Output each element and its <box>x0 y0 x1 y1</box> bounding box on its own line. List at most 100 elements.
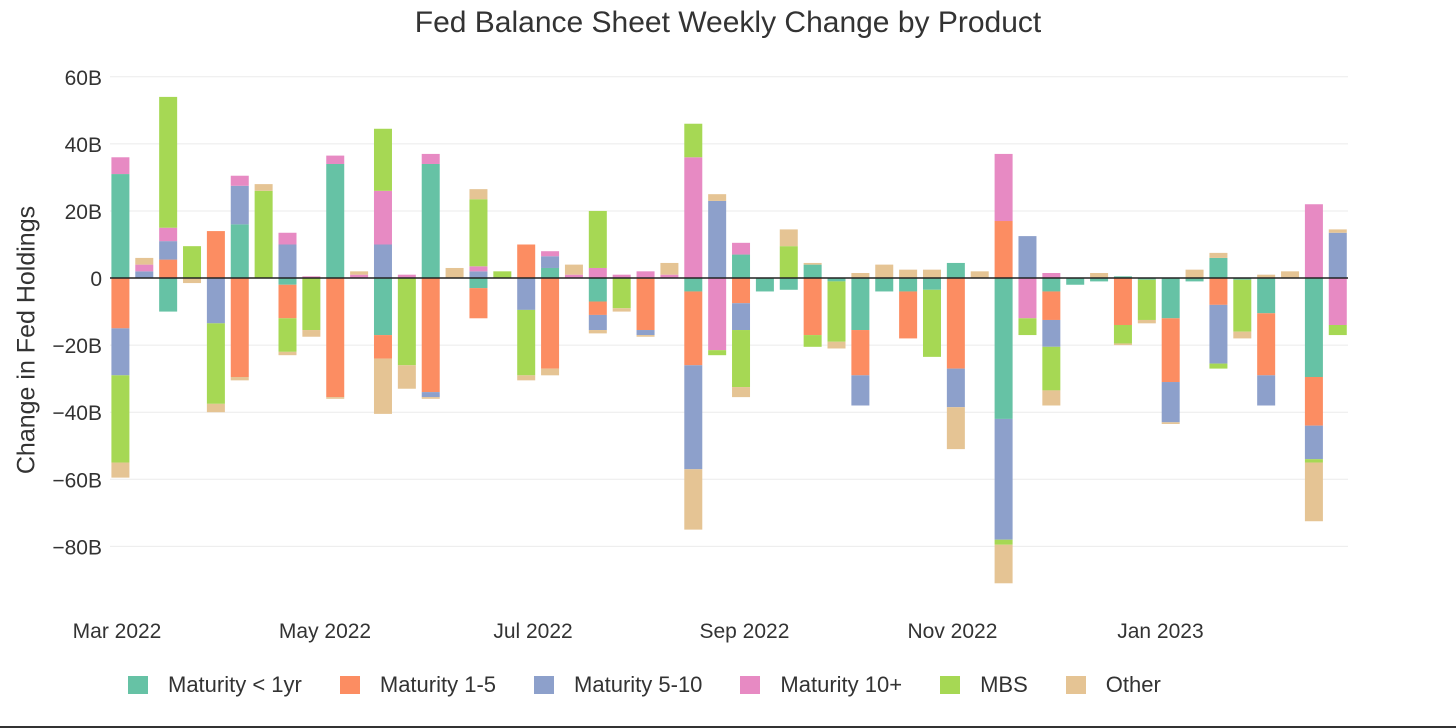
bar-segment-maturity-5-10 <box>135 271 154 279</box>
bar-segment-maturity-1yr <box>1185 278 1204 282</box>
bar-segment-maturity-1-5 <box>994 221 1013 279</box>
bar-segment-maturity-1yr <box>1161 278 1180 319</box>
bar-segment-maturity-5-10 <box>230 185 249 225</box>
bar-segment-other <box>278 351 297 356</box>
bar-segment-maturity-1yr <box>1066 278 1085 285</box>
bar-segment-maturity-10- <box>708 278 727 351</box>
bar-segment-other <box>1161 422 1180 424</box>
bar-segment-maturity-10- <box>350 274 369 279</box>
bar-segment-maturity-1yr <box>994 278 1013 419</box>
bar-segment-other <box>135 257 154 265</box>
bar-segment-maturity-1yr <box>755 278 774 292</box>
bar-segment-other <box>206 403 225 413</box>
bar-segment-mbs <box>1137 279 1156 320</box>
bar-segment-maturity-10- <box>732 242 751 255</box>
bar-segment-other <box>1090 273 1109 279</box>
bar-segment-mbs <box>1328 325 1347 336</box>
bar-segment-other <box>445 267 464 279</box>
legend-label: Maturity 10+ <box>780 672 903 697</box>
bar-segment-maturity-1-5 <box>541 278 560 369</box>
bar-segment-mbs <box>588 210 607 268</box>
y-tick-label: −60B <box>52 469 102 492</box>
bar-segment-maturity-1yr <box>946 262 965 279</box>
bar-segment-maturity-1yr <box>159 278 178 312</box>
bar-segment-mbs <box>111 375 130 463</box>
bar-segment-other <box>779 229 798 247</box>
legend-item[interactable]: Maturity 5-10 <box>534 672 702 698</box>
bar-segment-maturity-1yr <box>1257 278 1276 314</box>
bar-segment-maturity-5-10 <box>1304 425 1323 460</box>
bar-segment-other <box>373 358 392 414</box>
bar-segment-maturity-5-10 <box>373 244 392 279</box>
bar-segment-maturity-1-5 <box>732 278 751 304</box>
bar-segment-maturity-10- <box>111 157 130 175</box>
bar-segment-other <box>517 375 536 381</box>
bar-segment-maturity-10- <box>994 153 1013 222</box>
bar-segment-mbs <box>254 190 273 279</box>
bar-segment-other <box>564 264 583 275</box>
bar-segment-maturity-5-10 <box>469 271 488 279</box>
bar-segment-maturity-5-10 <box>159 241 178 260</box>
legend-label: Maturity 1-5 <box>379 672 497 697</box>
bar-segment-other <box>1209 252 1228 258</box>
x-tick-label: Sep 2022 <box>699 620 789 643</box>
bar-segment-other <box>1304 462 1323 522</box>
bar-segment-maturity-10- <box>1304 204 1323 279</box>
y-tick-label: −80B <box>52 536 102 559</box>
legend-item[interactable]: Maturity < 1yr <box>128 672 302 698</box>
bar-segment-mbs <box>373 128 392 191</box>
bar-segment-maturity-1-5 <box>588 301 607 315</box>
bar-segment-mbs <box>278 318 297 352</box>
bar-segment-other <box>803 262 822 265</box>
y-tick-label: 0 <box>90 268 102 291</box>
bar-segment-maturity-5-10 <box>1209 304 1228 364</box>
y-tick-label: 20B <box>65 201 102 224</box>
bar-segment-maturity-1-5 <box>373 335 392 359</box>
bar-segment-other <box>1185 269 1204 279</box>
bar-segment-maturity-5-10 <box>1161 382 1180 423</box>
bar-segment-maturity-1yr <box>803 264 822 279</box>
bar-segment-mbs <box>493 271 512 279</box>
legend-item[interactable]: MBS <box>940 672 1028 698</box>
bar-segment-maturity-10- <box>588 267 607 279</box>
bar-segment-mbs <box>1113 325 1132 344</box>
bar-segment-other <box>1113 343 1132 346</box>
legend-item[interactable]: Maturity 1-5 <box>339 672 497 698</box>
bar-segment-maturity-1yr <box>111 174 130 279</box>
bar-segment-mbs <box>684 123 703 158</box>
bar-segment-maturity-1yr <box>1137 278 1156 280</box>
bar-segment-other <box>302 330 321 337</box>
bar-segment-mbs <box>779 246 798 279</box>
bar-segment-maturity-5-10 <box>206 278 225 324</box>
bar-segment-mbs <box>994 539 1013 545</box>
bar-segment-maturity-1-5 <box>1209 278 1228 305</box>
bar-segment-maturity-1yr <box>827 278 846 282</box>
bar-segment-maturity-5-10 <box>636 330 655 336</box>
bar-segment-mbs <box>1233 279 1252 332</box>
bar-segment-maturity-1yr <box>469 278 488 289</box>
bar-segment-other <box>326 397 345 399</box>
bar-segment-mbs <box>1304 459 1323 463</box>
x-tick-label: Jan 2023 <box>1117 620 1203 643</box>
chart-title: Fed Balance Sheet Weekly Change by Produ… <box>414 6 1042 39</box>
bar-segment-maturity-1yr <box>541 267 560 279</box>
bar-segment-maturity-1yr <box>588 278 607 302</box>
bar-segment-maturity-10- <box>302 276 321 279</box>
bar-segment-other <box>708 194 727 201</box>
bar-segment-other <box>875 264 894 279</box>
bar-segment-mbs <box>159 96 178 228</box>
bar-segment-maturity-1-5 <box>636 278 655 331</box>
bar-segment-maturity-10- <box>469 266 488 272</box>
legend-item[interactable]: Other <box>1065 672 1161 698</box>
bar-segment-other <box>397 365 416 389</box>
bar-segment-mbs <box>922 289 941 357</box>
bar-segment-mbs <box>206 323 225 404</box>
bar-segment-other <box>230 376 249 381</box>
x-tick-label: May 2022 <box>279 620 371 643</box>
bar-segment-maturity-10- <box>660 274 679 279</box>
bar-segment-other <box>350 271 369 275</box>
bar-segment-maturity-1-5 <box>326 278 345 398</box>
bar-segment-maturity-5-10 <box>732 303 751 331</box>
legend-item[interactable]: Maturity 10+ <box>740 672 902 698</box>
